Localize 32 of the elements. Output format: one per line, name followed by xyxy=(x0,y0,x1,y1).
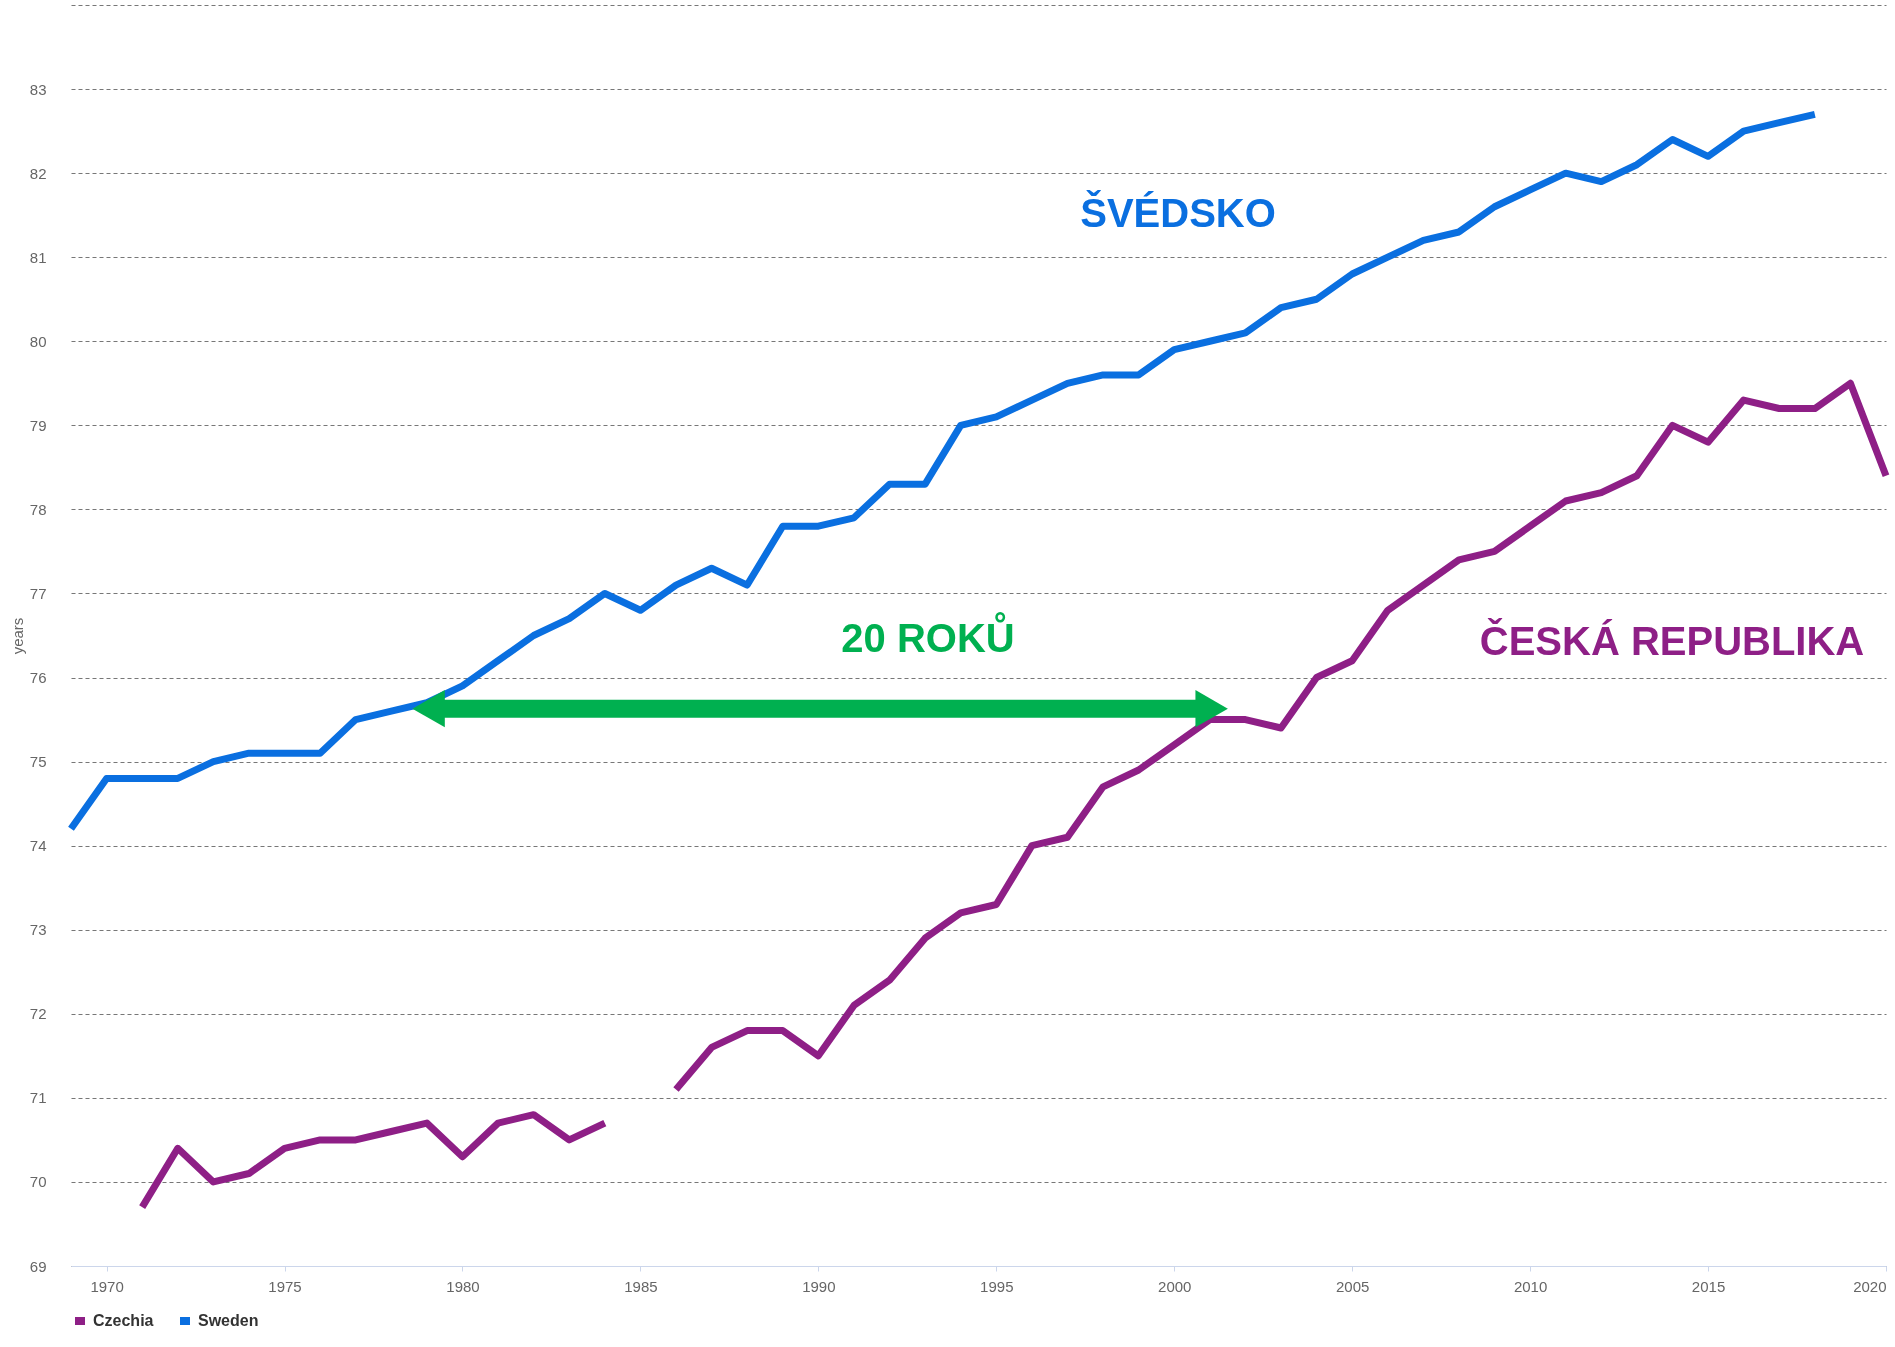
y-tick-label: 70 xyxy=(29,1173,47,1191)
y-axis-title: years xyxy=(8,617,26,655)
y-tick-label: 82 xyxy=(29,164,47,182)
y-tick-label: 76 xyxy=(29,669,47,687)
y-tick-label: 69 xyxy=(29,1257,47,1275)
y-tick-label: 81 xyxy=(29,248,47,266)
annotation: ŠVÉDSKO xyxy=(1080,190,1276,235)
x-tick-label: 1975 xyxy=(268,1277,302,1295)
x-tick-label: 1980 xyxy=(446,1277,480,1295)
legend-label: Czechia xyxy=(93,1312,154,1329)
y-tick-label: 78 xyxy=(29,500,47,518)
annotation: 20 ROKŮ xyxy=(841,612,1015,660)
y-tick-label: 74 xyxy=(29,837,47,855)
x-tick-label: 1970 xyxy=(90,1277,124,1295)
y-tick-label: 73 xyxy=(29,921,47,939)
legend-label: Sweden xyxy=(198,1312,259,1329)
x-tick-label: 2005 xyxy=(1335,1277,1370,1295)
x-tick-label: 1990 xyxy=(802,1277,836,1295)
annotation: ČESKÁ REPUBLIKA xyxy=(1479,618,1865,663)
y-tick-label: 80 xyxy=(29,332,47,350)
x-tick-label: 2010 xyxy=(1513,1277,1548,1295)
x-tick-label: 2020 xyxy=(1853,1277,1887,1295)
y-tick-label: 75 xyxy=(29,753,47,771)
x-tick-label: 1995 xyxy=(980,1277,1014,1295)
y-tick-label: 72 xyxy=(29,1005,47,1023)
x-tick-label: 1985 xyxy=(624,1277,658,1295)
y-tick-label: 83 xyxy=(29,80,47,98)
y-tick-label: 71 xyxy=(29,1089,47,1107)
x-tick-label: 2015 xyxy=(1691,1277,1726,1295)
y-tick-label: 79 xyxy=(29,416,47,434)
x-tick-label: 2000 xyxy=(1158,1277,1192,1295)
y-tick-label: 77 xyxy=(29,584,47,602)
